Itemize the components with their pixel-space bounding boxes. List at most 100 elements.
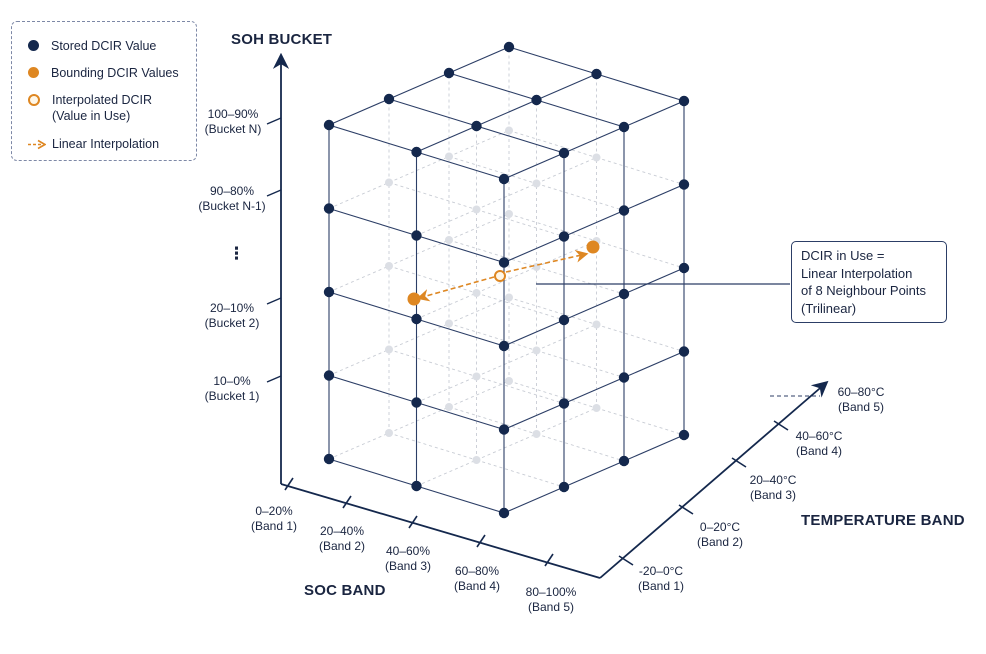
hidden-grid-layer bbox=[328, 47, 685, 488]
soc-grid-line bbox=[536, 183, 625, 211]
stored-dcir-point bbox=[498, 173, 510, 185]
bounding-dcir-point bbox=[407, 292, 421, 306]
stored-dcir-point bbox=[411, 480, 422, 492]
stored-dcir-point bbox=[678, 262, 690, 274]
temp-tick-label: 40–60°C (Band 4) bbox=[796, 429, 843, 459]
stored-dcir-point bbox=[411, 313, 422, 325]
soh-tick-label: 90–80% (Bucket N-1) bbox=[198, 184, 265, 214]
temp-tick bbox=[618, 555, 634, 566]
temp-axis-line bbox=[599, 380, 829, 579]
soh-tick-label: 20–10% (Bucket 2) bbox=[205, 301, 260, 331]
temp-grid-line bbox=[563, 376, 625, 405]
stored-dcir-point bbox=[678, 346, 690, 357]
stored-dcir-point bbox=[558, 231, 570, 242]
soc-tick bbox=[476, 534, 486, 548]
temp-grid-line bbox=[536, 407, 597, 435]
soc-grid-line bbox=[508, 297, 597, 325]
temp-grid-line bbox=[388, 323, 450, 350]
temp-grid-line bbox=[476, 266, 537, 294]
tick-label: 20–10% bbox=[209, 301, 255, 315]
temp-grid-line bbox=[328, 349, 390, 376]
stored-dcir-point bbox=[531, 94, 542, 106]
stored-dcir-point bbox=[411, 397, 422, 408]
soc-grid-line bbox=[508, 130, 597, 158]
tick-label: 10–0% bbox=[213, 374, 251, 388]
stored-dcir-point bbox=[323, 286, 335, 298]
visible-grid-layer bbox=[328, 46, 685, 514]
hidden-dcir-point bbox=[472, 205, 481, 214]
temp-grid-line bbox=[503, 152, 565, 180]
legend-item-interpolated: Interpolated DCIR (Value in Use) bbox=[28, 92, 152, 124]
soc-grid-line bbox=[508, 213, 597, 242]
soc-tick bbox=[342, 495, 352, 509]
interpolation-arrow-right bbox=[505, 250, 589, 273]
soc-grid-line bbox=[416, 401, 505, 431]
tick-sublabel: (Bucket 1) bbox=[204, 389, 260, 403]
soc-grid-line bbox=[416, 485, 505, 514]
interpolation-overlay bbox=[407, 240, 790, 306]
stored-dcir-point bbox=[498, 257, 510, 268]
hidden-dcir-point bbox=[385, 429, 393, 437]
temp-tick-label: 0–20°C (Band 2) bbox=[697, 520, 743, 550]
temp-grid-line bbox=[448, 380, 510, 408]
soc-grid-line bbox=[508, 380, 597, 409]
tick-label: 90–80% bbox=[209, 184, 255, 198]
legend-label: Interpolated DCIR (Value in Use) bbox=[52, 93, 153, 123]
soc-tick-label: 0–20% (Band 1) bbox=[251, 504, 297, 534]
tick-label: 60–80°C bbox=[837, 385, 885, 399]
stored-point-icon bbox=[28, 40, 39, 51]
soc-grid-line bbox=[596, 240, 685, 269]
temp-grid-line bbox=[536, 73, 597, 101]
legend-item-linear: Linear Interpolation bbox=[28, 136, 159, 152]
soc-grid-line bbox=[596, 157, 685, 185]
temp-grid-line bbox=[503, 402, 565, 431]
bounding-dcir-point bbox=[586, 240, 600, 254]
interpolated-point-icon bbox=[28, 94, 40, 106]
stored-dcir-point bbox=[411, 230, 422, 241]
temp-grid-line bbox=[416, 209, 477, 236]
temp-grid-line bbox=[476, 433, 537, 461]
soc-grid-line bbox=[416, 151, 505, 180]
soc-grid-line bbox=[448, 323, 537, 351]
temp-axis-ticks bbox=[618, 420, 789, 566]
soc-grid-line bbox=[328, 374, 417, 404]
temp-grid-line bbox=[563, 293, 625, 321]
temp-tick bbox=[678, 504, 694, 515]
hidden-dcir-point bbox=[472, 456, 481, 464]
temp-grid-line bbox=[448, 297, 510, 324]
temp-grid-line bbox=[536, 324, 597, 351]
hidden-dcir-point bbox=[505, 377, 513, 385]
hidden-dcir-point bbox=[505, 126, 513, 135]
soh-tick bbox=[266, 117, 282, 125]
soc-tick-label: 60–80% (Band 4) bbox=[454, 564, 500, 594]
tick-sublabel: (Band 5) bbox=[837, 400, 885, 414]
temp-grid-line bbox=[536, 157, 597, 184]
temp-grid-line bbox=[623, 434, 685, 462]
stored-dcir-point bbox=[323, 203, 335, 214]
tick-sublabel: (Bucket N) bbox=[204, 122, 262, 136]
stored-dcir-point bbox=[383, 93, 395, 105]
tick-sublabel: (Bucket 2) bbox=[204, 316, 260, 330]
stored-dcir-points bbox=[323, 41, 690, 519]
soc-grid-line bbox=[596, 407, 685, 436]
tick-sublabel: (Band 1) bbox=[250, 519, 298, 533]
dcir-callout-box: DCIR in Use = Linear Interpolation of 8 … bbox=[791, 241, 947, 323]
soc-axis-ticks bbox=[284, 477, 554, 567]
temp-grid-line bbox=[623, 100, 685, 128]
soc-grid-line bbox=[476, 459, 565, 488]
tick-label: 20–40°C bbox=[749, 473, 797, 487]
hidden-dcir-point bbox=[385, 262, 393, 270]
stored-dcir-point bbox=[618, 455, 630, 467]
hidden-dcir-point bbox=[592, 404, 601, 412]
temp-grid-line bbox=[388, 156, 450, 183]
soc-tick-label: 80–100% (Band 5) bbox=[526, 585, 577, 615]
soc-grid-line bbox=[388, 182, 477, 210]
soc-tick-label: 40–60% (Band 3) bbox=[385, 544, 431, 574]
stored-dcir-point bbox=[498, 507, 510, 519]
tick-label: 60–80% bbox=[454, 564, 500, 578]
hidden-dcir-point bbox=[532, 179, 541, 188]
tick-sublabel: (Band 2) bbox=[696, 535, 744, 549]
tick-sublabel: (Band 4) bbox=[453, 579, 501, 593]
temp-grid-line bbox=[448, 130, 510, 157]
temp-grid-line bbox=[416, 459, 477, 487]
